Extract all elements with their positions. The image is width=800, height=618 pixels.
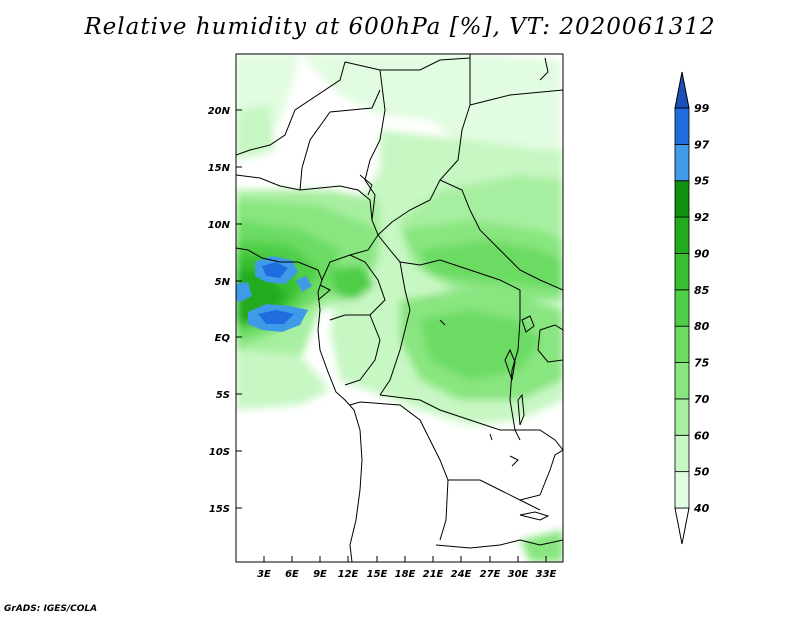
lat-tick-label: 15N (208, 163, 231, 174)
colorbar-label: 40 (693, 502, 710, 515)
lat-tick-label: 20N (208, 106, 231, 117)
lon-tick-label: 24E (451, 569, 472, 580)
map-frame (235, 53, 564, 563)
country-boundaries (236, 54, 563, 562)
colorbar-label: 92 (694, 211, 710, 224)
colorbar-bin (674, 507, 690, 545)
lat-tick-label: 15S (209, 504, 230, 515)
colorbar-bin (674, 216, 690, 254)
colorbar-bin (674, 289, 690, 327)
humidity-field (236, 54, 563, 562)
lon-tick-label: 27E (480, 569, 501, 580)
colorbar-label: 97 (694, 138, 710, 151)
colorbar: 40 50 60 70 75 80 85 90 92 95 97 99 (674, 71, 710, 545)
colorbar-bin (674, 253, 690, 291)
colorbar-label: 99 (694, 102, 710, 115)
lon-tick-label: 33E (536, 569, 557, 580)
colorbar-bin (674, 471, 690, 509)
lon-tick-label: 30E (508, 569, 529, 580)
colorbar-bin (674, 362, 690, 400)
colorbar-bin (674, 71, 690, 109)
colorbar-label: 70 (694, 393, 710, 406)
lon-tick-label: 6E (285, 569, 299, 580)
lat-tick-label: 5S (216, 390, 230, 401)
lon-tick-label: 18E (395, 569, 416, 580)
colorbar-bin (674, 180, 690, 218)
grads-credit: GrADS: IGES/COLA (4, 604, 98, 614)
colorbar-label: 90 (694, 247, 710, 260)
latitude-axis: 20N 15N 10N 5N EQ 5S 10S 15S (208, 106, 242, 515)
colorbar-bin (674, 143, 690, 182)
lat-tick-label: 10S (209, 447, 230, 458)
colorbar-label: 85 (694, 284, 710, 297)
colorbar-label: 75 (694, 357, 710, 370)
lon-tick-label: 21E (423, 569, 444, 580)
longitude-axis: 3E 6E 9E 12E 15E 18E 21E 24E 27E 30E 33E (257, 556, 557, 580)
lon-tick-label: 9E (313, 569, 327, 580)
colorbar-bin (674, 107, 690, 145)
lon-tick-label: 3E (257, 569, 271, 580)
map-title: Relative humidity at 600hPa [%], VT: 202… (84, 14, 716, 40)
lat-tick-label: 5N (215, 277, 231, 288)
colorbar-label: 50 (694, 466, 710, 479)
colorbar-label: 80 (694, 320, 710, 333)
lon-tick-label: 12E (338, 569, 359, 580)
colorbar-bin (674, 434, 690, 473)
colorbar-label: 95 (694, 175, 710, 188)
colorbar-bin (674, 398, 690, 436)
lat-tick-label: EQ (215, 333, 231, 344)
lat-tick-label: 10N (208, 220, 231, 231)
colorbar-bin (674, 325, 690, 363)
colorbar-label: 60 (694, 429, 710, 442)
lon-tick-label: 15E (367, 569, 388, 580)
